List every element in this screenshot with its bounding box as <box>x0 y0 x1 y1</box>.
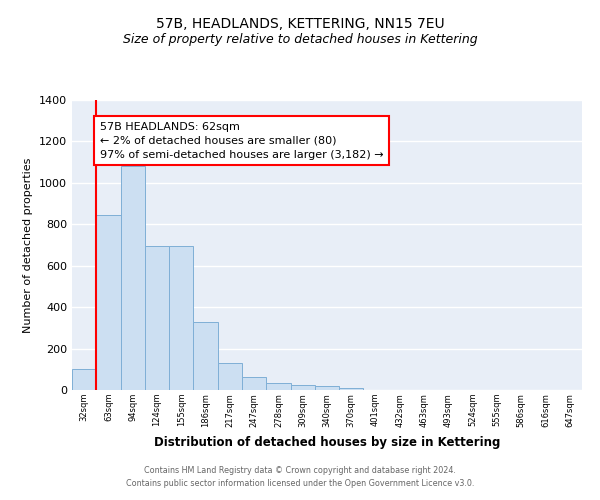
Bar <box>242 376 266 390</box>
Text: Distribution of detached houses by size in Kettering: Distribution of detached houses by size … <box>154 436 500 449</box>
Bar <box>218 363 242 390</box>
Text: 57B, HEADLANDS, KETTERING, NN15 7EU: 57B, HEADLANDS, KETTERING, NN15 7EU <box>155 18 445 32</box>
Text: Size of property relative to detached houses in Kettering: Size of property relative to detached ho… <box>122 32 478 46</box>
Text: 57B HEADLANDS: 62sqm
← 2% of detached houses are smaller (80)
97% of semi-detach: 57B HEADLANDS: 62sqm ← 2% of detached ho… <box>100 122 383 160</box>
Bar <box>290 385 315 390</box>
Bar <box>339 388 364 390</box>
Bar <box>169 246 193 390</box>
Bar <box>121 166 145 390</box>
Bar <box>266 383 290 390</box>
Y-axis label: Number of detached properties: Number of detached properties <box>23 158 34 332</box>
Text: Contains HM Land Registry data © Crown copyright and database right 2024.
Contai: Contains HM Land Registry data © Crown c… <box>126 466 474 487</box>
Bar <box>145 246 169 390</box>
Bar <box>96 215 121 390</box>
Bar <box>315 386 339 390</box>
Bar <box>193 322 218 390</box>
Bar <box>72 370 96 390</box>
